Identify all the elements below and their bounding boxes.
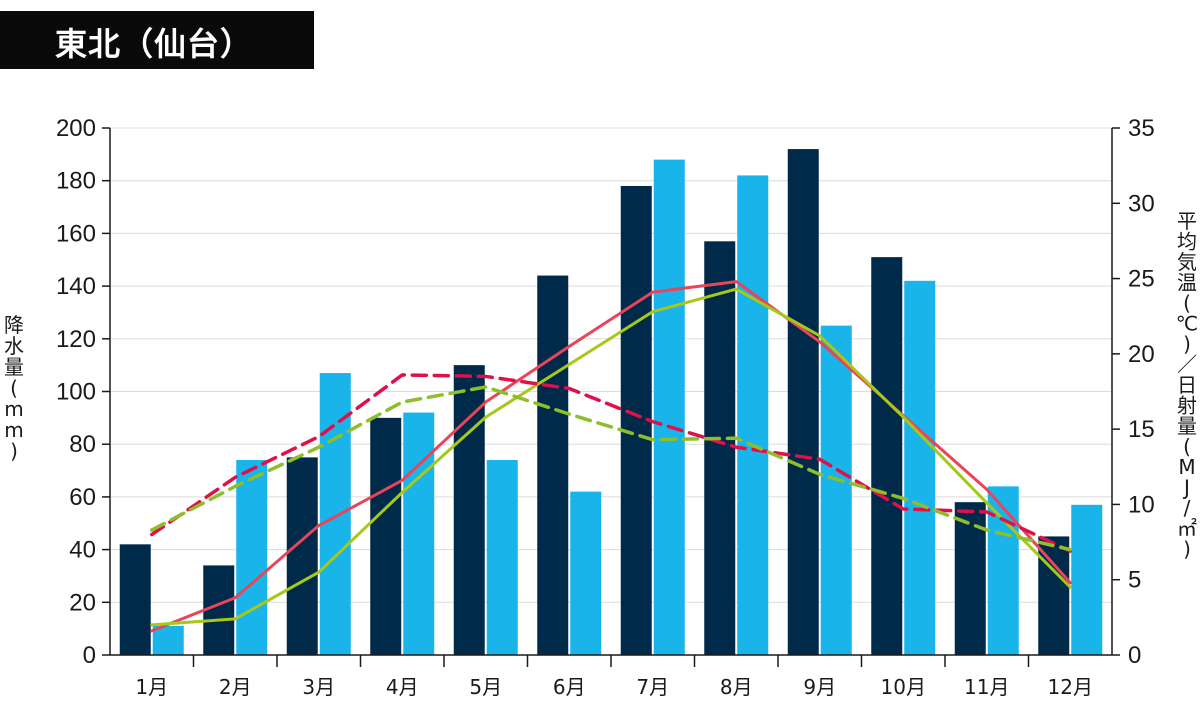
- x-tick-label: 1月: [135, 675, 168, 699]
- x-tick-label: 4月: [386, 675, 419, 699]
- left-tick-label: 140: [56, 273, 96, 300]
- bars: [119, 149, 1103, 655]
- x-tick-label: 5月: [469, 675, 502, 699]
- x-tick-label: 3月: [302, 675, 335, 699]
- bar-dark-1: [119, 544, 151, 655]
- x-tick-label: 2月: [219, 675, 252, 699]
- bar-dark-4: [370, 417, 402, 655]
- right-tick-label: 0: [1128, 642, 1141, 669]
- bar-dark-11: [954, 502, 986, 655]
- bar-dark-5: [453, 365, 485, 655]
- bar-light-11: [987, 486, 1019, 655]
- left-tick-label: 40: [69, 537, 96, 564]
- left-tick-label: 200: [56, 115, 96, 142]
- right-axis-title-text: 平均気温(℃)／日射量(M J / ㎡): [1176, 209, 1198, 561]
- left-tick-label: 20: [69, 589, 96, 616]
- x-tick-label: 6月: [553, 675, 586, 699]
- bar-light-6: [570, 491, 602, 655]
- x-tick-label: 7月: [636, 675, 669, 699]
- bar-light-8: [737, 175, 769, 655]
- bar-light-7: [653, 159, 685, 655]
- bar-light-10: [904, 280, 936, 655]
- bar-dark-6: [537, 275, 569, 655]
- bar-light-3: [319, 373, 351, 655]
- left-axis-title-text: 降水量(m m): [4, 313, 24, 463]
- tick-labels: 0 20 40 60 80 100 120 140 160 180 200 0 5 10 15 20 25 30 3…: [4, 115, 1198, 699]
- right-tick-label: 5: [1128, 567, 1141, 594]
- bar-light-5: [486, 460, 518, 655]
- bar-light-1: [152, 626, 184, 655]
- left-tick-label: 180: [56, 168, 96, 195]
- gridlines: [110, 127, 1112, 603]
- bar-dark-8: [704, 241, 736, 655]
- bar-light-4: [403, 412, 435, 655]
- left-tick-label: 100: [56, 379, 96, 406]
- right-tick-label: 25: [1128, 266, 1155, 293]
- right-axis-title: 平均気温(℃)／日射量(M J / ㎡): [1176, 209, 1198, 561]
- chart-title: 東北（仙台）: [55, 25, 254, 63]
- bar-light-9: [820, 325, 852, 655]
- bar-dark-3: [286, 457, 318, 655]
- right-tick-label: 35: [1128, 115, 1155, 142]
- x-tick-label: 12月: [1048, 675, 1093, 699]
- x-tick-label: 11月: [964, 675, 1009, 699]
- right-tick-label: 20: [1128, 341, 1155, 368]
- right-tick-label: 15: [1128, 416, 1155, 443]
- left-tick-label: 80: [69, 431, 96, 458]
- axes: [102, 127, 1120, 667]
- bar-dark-10: [871, 257, 903, 655]
- lines: [150, 280, 1072, 633]
- left-tick-label: 0: [83, 642, 96, 669]
- x-tick-label: 8月: [720, 675, 753, 699]
- x-tick-label: 10月: [881, 675, 926, 699]
- line-series-3: [150, 373, 1072, 553]
- x-tick-label: 9月: [803, 675, 836, 699]
- bar-dark-9: [787, 149, 819, 655]
- bar-dark-12: [1038, 536, 1070, 655]
- bar-light-2: [236, 460, 268, 655]
- line-series-1: [150, 280, 1072, 633]
- left-axis-title: 降水量(m m): [4, 313, 24, 463]
- left-tick-label: 120: [56, 326, 96, 353]
- title-box: 東北（仙台）: [0, 11, 314, 69]
- right-tick-label: 10: [1128, 491, 1155, 518]
- left-tick-label: 60: [69, 484, 96, 511]
- bar-dark-2: [203, 565, 235, 655]
- line-series-2: [150, 287, 1072, 627]
- bar-light-12: [1071, 504, 1103, 655]
- line-series-4: [150, 385, 1072, 552]
- right-tick-label: 30: [1128, 190, 1155, 217]
- left-tick-label: 160: [56, 220, 96, 247]
